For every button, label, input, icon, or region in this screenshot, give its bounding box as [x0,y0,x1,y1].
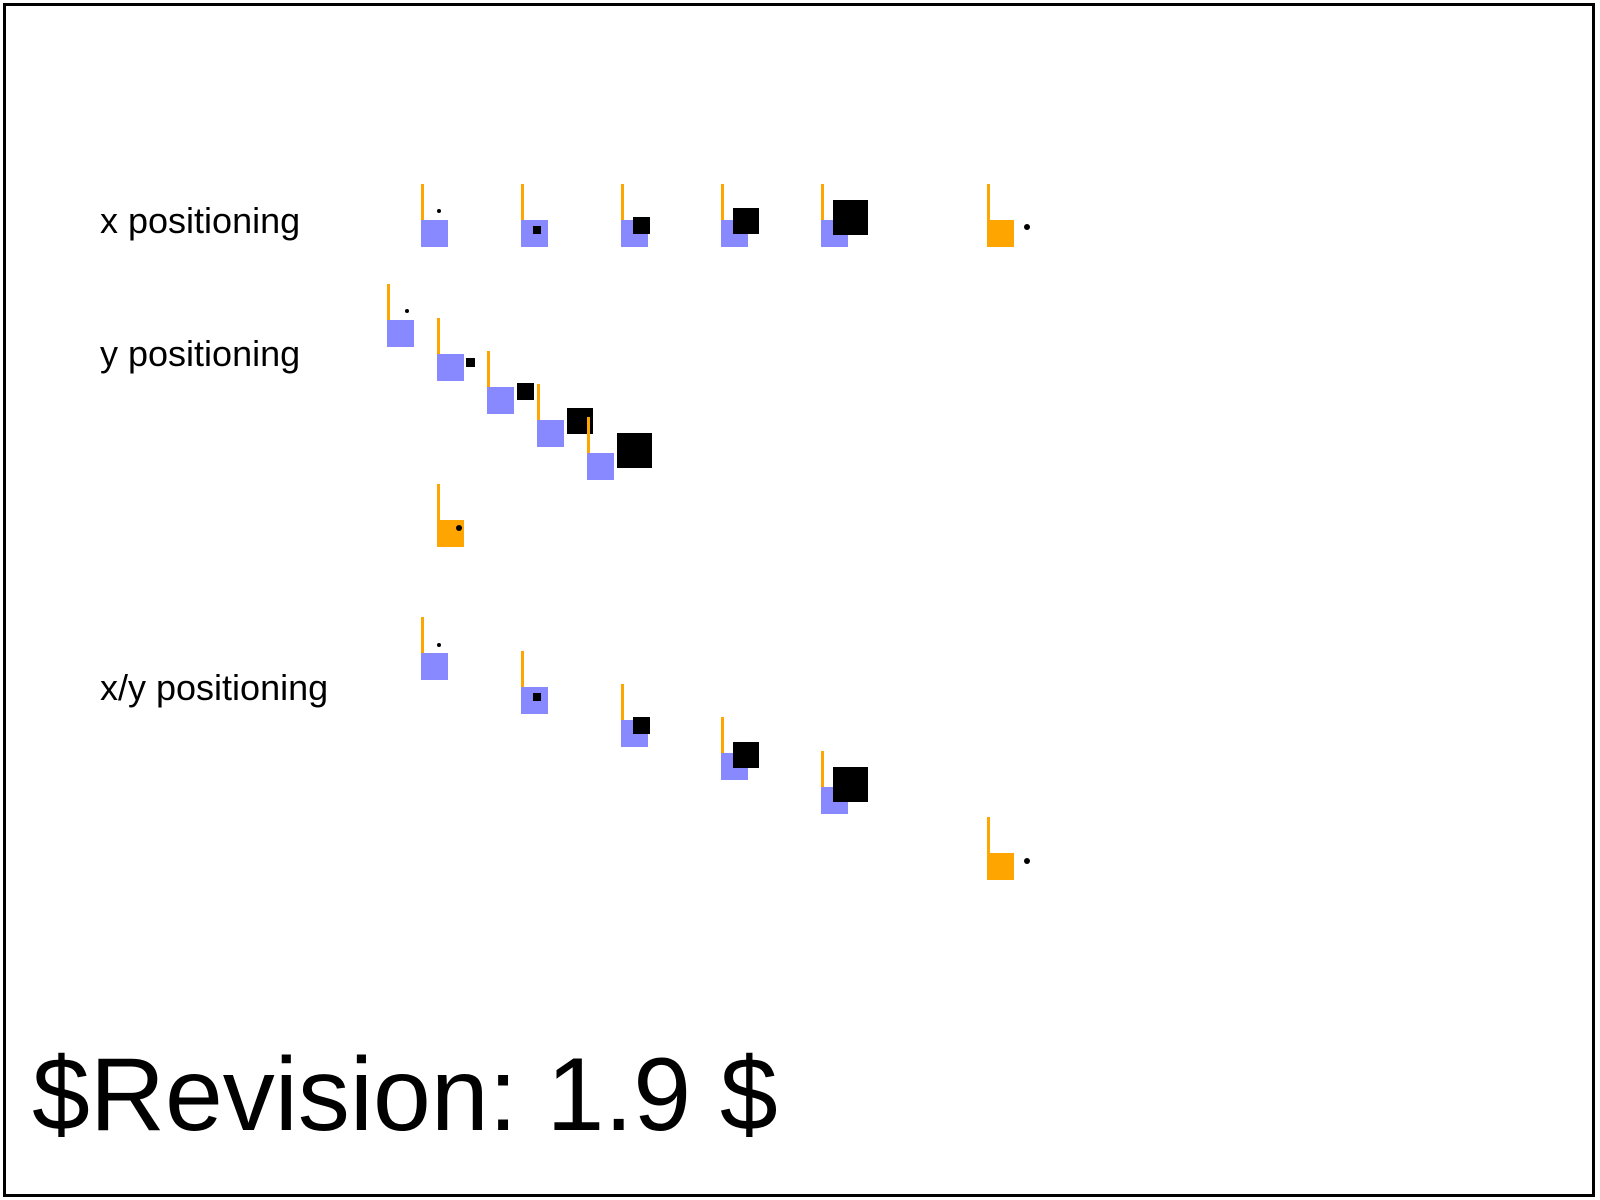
x-item-2-marker-icon [533,226,541,234]
x-positioning-label: x positioning [100,200,301,241]
y-highlight-marker-icon [456,525,462,531]
y-item-2-marker-icon [466,358,475,367]
diagram-frame [3,3,1595,1197]
y-positioning-label: y positioning [100,333,301,374]
y-item-2-square-icon [437,354,464,381]
y-item-5-marker-icon [617,433,652,468]
xy-item-1-square-icon [421,653,448,680]
x-highlight-square-icon [987,220,1014,247]
xy-item-1-marker-icon [437,643,441,647]
x-item-4-marker-icon [733,208,759,234]
xy-item-4-marker-icon [733,742,759,768]
xy-item-5-marker-icon [833,767,868,802]
y-item-3-square-icon [487,387,514,414]
xy-item-2-marker-icon [533,693,541,701]
y-item-5-square-icon [587,453,614,480]
x-item-3-marker-icon [633,217,650,234]
y-item-1-square-icon [387,320,414,347]
x-highlight-marker-icon [1024,224,1030,230]
xy-item-3-marker-icon [633,717,650,734]
x-item-5-marker-icon [833,200,868,235]
revision-text: $Revision: 1.9 $ [32,1037,778,1153]
xy-highlight-square-icon [987,853,1014,880]
y-highlight-square-icon [437,520,464,547]
x-item-1-square-icon [421,220,448,247]
x-item-1-marker-icon [437,209,441,213]
y-item-3-marker-icon [517,383,534,400]
xy-highlight-marker-icon [1024,858,1030,864]
xy-positioning-label: x/y positioning [100,667,329,708]
y-item-1-marker-icon [405,309,409,313]
y-item-4-square-icon [537,420,564,447]
